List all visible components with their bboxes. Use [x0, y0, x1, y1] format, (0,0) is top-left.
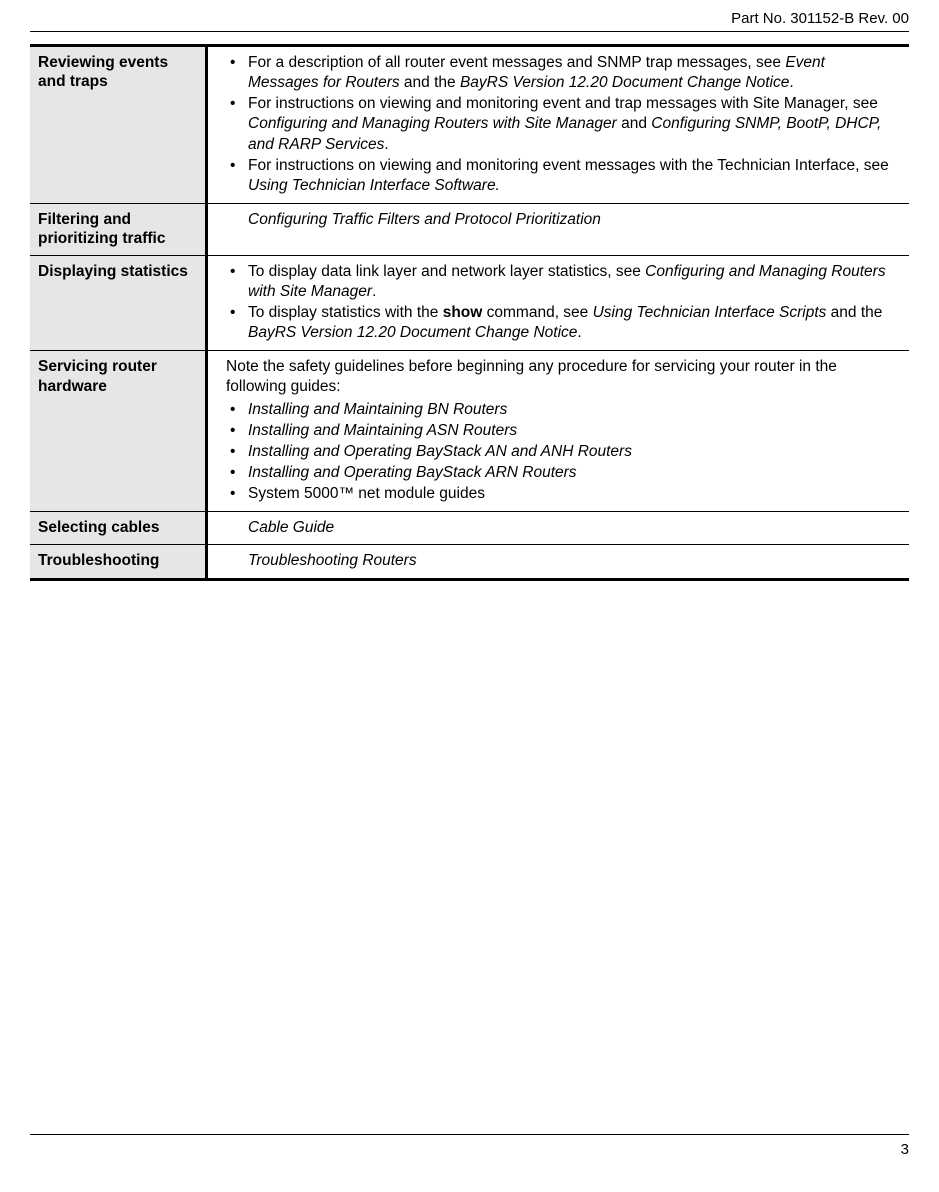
row-label: Reviewing events and traps [30, 47, 208, 203]
list-item: For instructions on viewing and monitori… [226, 94, 899, 154]
header-part-number: Part No. 301152-B Rev. 00 [30, 0, 909, 32]
table-row: Displaying statistics To display data li… [30, 256, 909, 352]
row-label: Troubleshooting [30, 545, 208, 577]
page: Part No. 301152-B Rev. 00 Reviewing even… [0, 0, 939, 1192]
table-row: Troubleshooting Troubleshooting Routers [30, 545, 909, 577]
row-label: Servicing router hardware [30, 351, 208, 511]
list-item: Installing and Operating BayStack ARN Ro… [226, 463, 899, 483]
list-item: For instructions on viewing and monitori… [226, 156, 899, 196]
list-item: To display data link layer and network l… [226, 262, 899, 302]
list-item: To display statistics with the show comm… [226, 303, 899, 343]
list-item: For a description of all router event me… [226, 53, 899, 93]
table-row: Filtering and prioritizing traffic Confi… [30, 204, 909, 256]
row-content: Configuring Traffic Filters and Protocol… [208, 204, 909, 255]
table-row: Reviewing events and traps For a descrip… [30, 47, 909, 204]
reference-table: Reviewing events and traps For a descrip… [30, 44, 909, 581]
row-content: Cable Guide [208, 512, 909, 544]
row-content: To display data link layer and network l… [208, 256, 909, 351]
row-label: Selecting cables [30, 512, 208, 544]
row-content: Note the safety guidelines before beginn… [208, 351, 909, 511]
list-item: Installing and Operating BayStack AN and… [226, 442, 899, 462]
table-row: Selecting cables Cable Guide [30, 512, 909, 545]
list-item: System 5000™ net module guides [226, 484, 899, 504]
row-label: Filtering and prioritizing traffic [30, 204, 208, 255]
row-content: Troubleshooting Routers [208, 545, 909, 577]
table-row: Servicing router hardware Note the safet… [30, 351, 909, 512]
footer-page-number: 3 [30, 1134, 909, 1158]
list-item: Installing and Maintaining ASN Routers [226, 421, 899, 441]
list-item: Installing and Maintaining BN Routers [226, 400, 899, 420]
row-content: For a description of all router event me… [208, 47, 909, 203]
row-label: Displaying statistics [30, 256, 208, 351]
intro-text: Note the safety guidelines before beginn… [226, 357, 899, 397]
